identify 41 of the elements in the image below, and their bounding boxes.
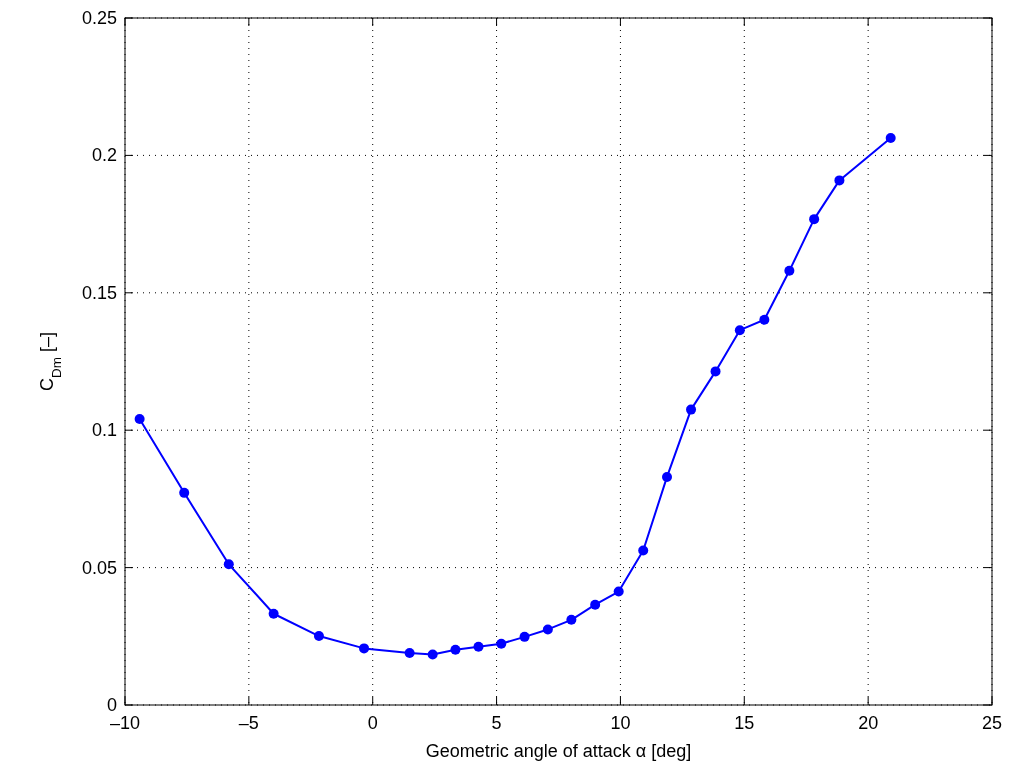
point: [638, 545, 649, 556]
point: [784, 265, 795, 276]
point: [686, 404, 697, 415]
point: [759, 314, 770, 325]
x-tick-label: 15: [734, 713, 755, 733]
point: [496, 638, 507, 649]
point: [268, 608, 279, 619]
point: [404, 648, 415, 659]
x-tick-label: –10: [109, 713, 141, 733]
point: [179, 487, 190, 498]
point: [427, 649, 438, 660]
y-tick-label: 0.15: [81, 282, 117, 303]
point: [590, 599, 601, 610]
point: [542, 624, 553, 635]
point: [359, 643, 370, 654]
point: [834, 175, 845, 186]
x-tick-label: 0: [367, 713, 378, 733]
point: [473, 641, 484, 652]
point: [710, 366, 721, 377]
y-tick-label: 0: [106, 695, 117, 715]
y-tick-label: 0.2: [91, 145, 117, 166]
point: [313, 631, 324, 642]
point: [566, 614, 577, 625]
x-tick-label: 20: [858, 713, 879, 733]
point: [662, 471, 672, 482]
x-tick-label: 25: [981, 713, 1003, 733]
y-tick-label: 0.1: [91, 420, 117, 441]
point: [613, 586, 624, 597]
point: [519, 631, 530, 642]
y-tick-label: 0.25: [81, 8, 117, 28]
x-tick-label: 5: [491, 713, 502, 733]
point: [734, 325, 745, 336]
point: [809, 214, 820, 225]
x-axis-title: Geometric angle of attack α [deg]: [425, 741, 692, 761]
x-tick-label: –5: [238, 713, 259, 733]
point: [134, 413, 145, 424]
x-tick-label: 10: [610, 713, 631, 733]
point: [223, 559, 234, 570]
y-tick-label: 0.05: [81, 557, 117, 578]
point: [885, 133, 896, 144]
point: [450, 644, 461, 655]
